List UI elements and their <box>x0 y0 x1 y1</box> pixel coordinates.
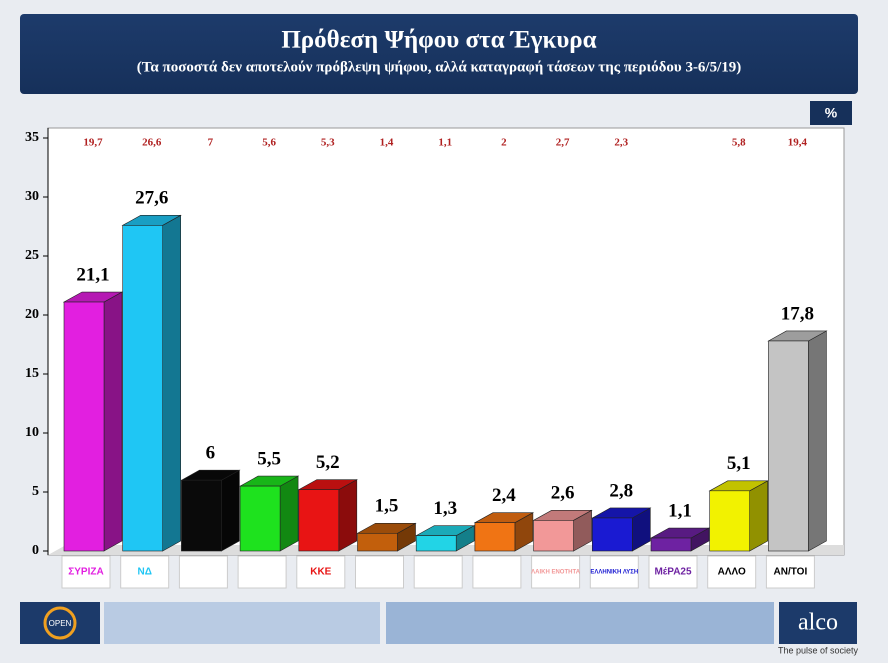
bar-side <box>808 330 827 552</box>
brand-box <box>779 602 857 644</box>
party-logo <box>178 555 228 589</box>
value-label: 5,2 <box>316 452 340 473</box>
value-label: 2,6 <box>551 483 575 504</box>
party-logo <box>61 555 111 589</box>
party-logo <box>413 555 463 589</box>
previous-value-label: 5,3 <box>321 137 335 149</box>
bar <box>650 537 692 552</box>
brand-name: alco <box>798 610 838 636</box>
unit-box <box>810 101 852 125</box>
bar <box>122 225 163 552</box>
y-tick-label: 5 <box>32 484 39 499</box>
x-tick-label: ΑΝ/ΤΟΙ <box>774 567 808 578</box>
previous-value-label: 1,4 <box>380 137 394 149</box>
bar-side <box>103 291 123 552</box>
previous-value-label: 1,1 <box>438 137 452 149</box>
party-logo <box>296 555 346 589</box>
bar <box>709 490 751 552</box>
bar <box>63 301 105 552</box>
party-logo <box>531 555 581 589</box>
value-label: 17,8 <box>781 303 814 324</box>
previous-value-label: 7 <box>208 137 214 149</box>
header-bar <box>20 14 858 94</box>
y-tick-label: 0 <box>32 543 39 558</box>
x-tick-label: ΚΚΕ <box>310 567 331 578</box>
previous-value-label: 19,7 <box>83 137 103 149</box>
previous-value-label: 2,7 <box>556 137 570 149</box>
bar-side <box>279 475 299 552</box>
x-tick-label: ΑΛΛΟ <box>718 567 746 578</box>
bar <box>357 532 398 552</box>
y-tick-label: 35 <box>25 130 39 145</box>
x-tick-label: ΕΛΛΗΝΙΚΗ ΛΥΣΗ <box>590 570 638 576</box>
value-label: 2,4 <box>492 485 516 506</box>
party-logo <box>765 555 815 589</box>
value-label: 6 <box>206 443 216 464</box>
bar <box>533 520 574 552</box>
footer-band <box>104 602 380 644</box>
y-tick-label: 25 <box>25 248 39 263</box>
bar <box>591 517 633 552</box>
value-label: 5,1 <box>727 453 751 474</box>
x-tick-label: ΣΥΡΙΖΑ <box>68 567 103 578</box>
bar <box>298 489 340 552</box>
party-logo <box>707 555 757 589</box>
x-tick-label: ΝΔ <box>137 567 151 578</box>
party-logo <box>355 555 404 589</box>
channel-logo <box>43 606 77 640</box>
value-label: 27,6 <box>135 188 168 209</box>
bar-side <box>221 469 240 552</box>
value-label: 1,1 <box>668 500 692 521</box>
brand-tagline: The pulse of society <box>778 645 859 655</box>
y-tick-label: 20 <box>25 307 39 322</box>
value-label: 2,8 <box>609 480 633 501</box>
unit-label: % <box>825 105 838 121</box>
bar-side <box>338 479 358 552</box>
bar-side <box>162 214 181 552</box>
chart-title: Πρόθεση Ψήφου στα Έγκυρα <box>281 27 596 54</box>
value-label: 1,5 <box>375 496 399 517</box>
previous-value-label: 19,4 <box>788 137 808 149</box>
x-tick-label: ΜέΡΑ25 <box>654 567 692 578</box>
previous-value-label: 5,6 <box>262 137 276 149</box>
previous-value-label: 2 <box>501 137 507 149</box>
footer-band <box>386 602 774 644</box>
previous-value-label: 2,3 <box>614 137 628 149</box>
party-logo <box>237 555 287 589</box>
value-label: 5,5 <box>257 448 281 469</box>
value-label: 21,1 <box>76 264 109 285</box>
x-tick-label: ΛΑΙΚΗ ΕΝΟΤΗΤΑ <box>531 570 581 576</box>
bar <box>474 522 516 552</box>
y-tick-label: 10 <box>25 425 39 440</box>
bar <box>181 479 222 552</box>
bar <box>768 340 809 552</box>
previous-value-label: 26,6 <box>142 137 162 149</box>
value-label: 1,3 <box>433 498 457 519</box>
bar <box>415 535 457 552</box>
party-logo <box>472 555 522 589</box>
y-tick-label: 30 <box>25 189 39 204</box>
bar <box>239 485 281 552</box>
party-logo <box>589 555 639 589</box>
party-logo <box>120 555 170 589</box>
y-tick-label: 15 <box>25 366 39 381</box>
party-logo <box>648 555 698 589</box>
channel-name: OPEN <box>49 619 72 628</box>
bar-side <box>749 480 769 552</box>
previous-value-label: 5,8 <box>732 137 746 149</box>
chart-subtitle: (Τα ποσοστά δεν αποτελούν πρόβλεψη ψήφου… <box>137 59 742 75</box>
